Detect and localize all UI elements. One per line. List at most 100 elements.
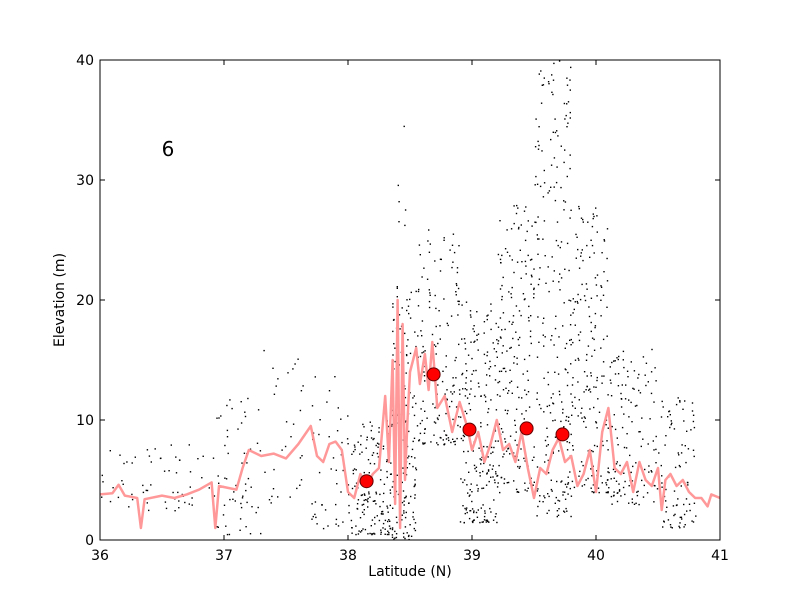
scatter-point	[463, 338, 466, 340]
scatter-point	[462, 439, 464, 442]
scatter-point	[146, 502, 148, 504]
scatter-point	[486, 318, 488, 321]
scatter-point	[512, 337, 514, 340]
scatter-point	[596, 376, 598, 379]
scatter-point	[342, 521, 344, 523]
scatter-point	[501, 352, 503, 354]
scatter-point	[632, 465, 634, 468]
scatter-point	[677, 498, 679, 500]
scatter-point	[484, 362, 487, 364]
y-tick-label: 40	[76, 53, 94, 69]
scatter-point	[382, 445, 385, 447]
scatter-point	[515, 331, 517, 333]
scatter-point	[239, 529, 241, 531]
scatter-point	[391, 486, 394, 488]
scatter-point	[408, 502, 410, 504]
scatter-point	[428, 306, 431, 309]
scatter-point	[375, 503, 377, 505]
scatter-point	[670, 423, 672, 426]
scatter-point	[553, 186, 555, 188]
scatter-point	[367, 506, 369, 508]
scatter-point	[574, 407, 576, 409]
scatter-point	[584, 417, 586, 419]
scatter-point	[369, 532, 371, 535]
scatter-point	[382, 513, 384, 515]
scatter-point	[454, 359, 456, 362]
scatter-point	[524, 260, 527, 263]
scatter-point	[476, 484, 478, 486]
scatter-point	[461, 373, 463, 376]
scatter-point	[472, 328, 474, 330]
scatter-point	[389, 492, 392, 494]
scatter-point	[494, 365, 496, 367]
scatter-point	[435, 325, 437, 328]
scatter-point	[506, 251, 509, 253]
scatter-point	[415, 402, 417, 405]
scatter-point	[223, 504, 226, 506]
scatter-point	[390, 473, 392, 475]
scatter-point	[455, 377, 457, 379]
scatter-point	[557, 514, 560, 516]
scatter-point	[367, 459, 370, 461]
scatter-point	[164, 501, 167, 503]
scatter-point	[534, 146, 537, 148]
scatter-point	[566, 103, 568, 105]
scatter-point	[495, 471, 497, 473]
scatter-point	[669, 414, 671, 416]
scatter-point	[688, 503, 691, 505]
scatter-point	[483, 515, 486, 518]
scatter-point	[682, 408, 684, 410]
scatter-point	[427, 240, 429, 242]
scatter-point	[433, 421, 436, 423]
scatter-point	[660, 416, 663, 418]
scatter-point	[435, 353, 437, 355]
scatter-point	[527, 487, 529, 489]
scatter-point	[404, 516, 407, 519]
scatter-point	[643, 484, 645, 487]
scatter-point	[439, 436, 441, 439]
scatter-point	[424, 428, 426, 430]
scatter-point	[465, 509, 467, 511]
scatter-point	[569, 300, 572, 302]
scatter-point	[485, 484, 488, 486]
scatter-point	[616, 437, 618, 439]
scatter-point	[508, 320, 511, 323]
scatter-point	[515, 212, 518, 215]
scatter-point	[607, 467, 609, 469]
scatter-point	[638, 431, 640, 433]
scatter-point	[557, 244, 559, 247]
scatter-point	[465, 301, 468, 303]
scatter-point	[576, 236, 578, 238]
scatter-point	[531, 459, 534, 461]
scatter-point	[488, 480, 490, 483]
scatter-point	[299, 409, 302, 412]
scatter-point	[382, 448, 385, 450]
scatter-point	[536, 466, 539, 468]
scatter-point	[483, 332, 485, 334]
scatter-point	[557, 135, 559, 137]
scatter-point	[357, 499, 360, 501]
scatter-point	[556, 510, 559, 512]
scatter-point	[480, 463, 482, 465]
scatter-point	[477, 488, 479, 490]
x-axis-label: Latitude (N)	[368, 564, 451, 580]
scatter-point	[614, 373, 617, 375]
scatter-point	[411, 448, 414, 451]
scatter-point	[620, 495, 622, 497]
scatter-point	[678, 464, 681, 467]
scatter-point	[453, 441, 455, 443]
scatter-point	[490, 328, 492, 331]
scatter-point	[277, 496, 279, 498]
x-tick-label: 41	[711, 548, 729, 564]
y-tick-label: 30	[76, 173, 94, 189]
scatter-point	[601, 440, 604, 442]
scatter-point	[609, 379, 612, 381]
scatter-point	[585, 426, 587, 428]
scatter-point	[536, 392, 538, 394]
scatter-point	[638, 389, 640, 392]
scatter-point	[410, 291, 412, 294]
scatter-point	[570, 66, 572, 69]
scatter-point	[502, 431, 504, 433]
scatter-point	[635, 462, 637, 464]
scatter-point	[602, 338, 605, 341]
